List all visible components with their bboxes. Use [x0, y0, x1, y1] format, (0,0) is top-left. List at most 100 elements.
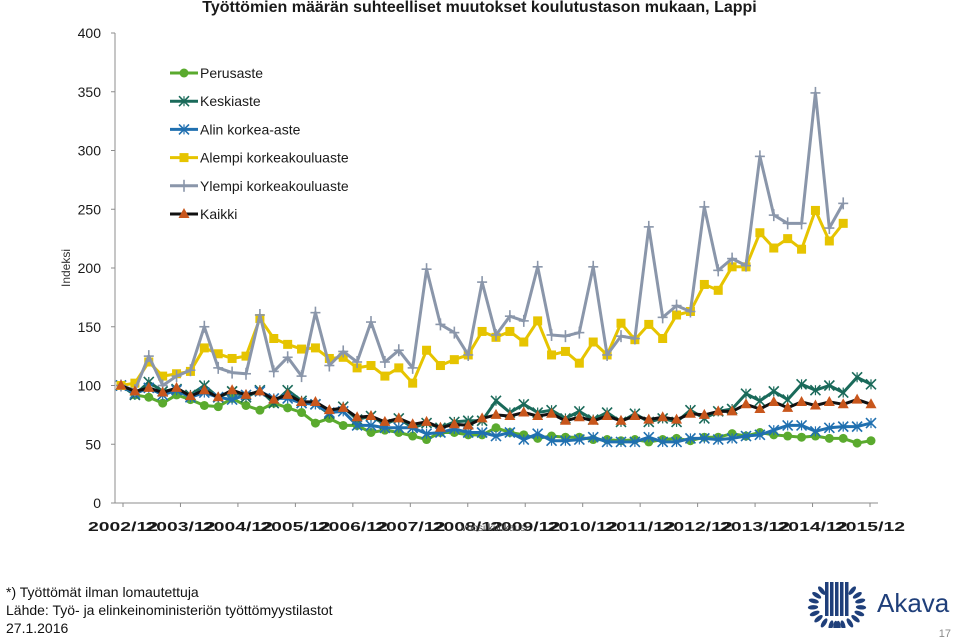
data-point: [685, 305, 696, 318]
data-point: [712, 405, 724, 416]
legend-label: Alempi korkeakouluaste: [200, 150, 349, 166]
data-point: [365, 410, 377, 421]
data-point: [435, 361, 445, 371]
data-point: [143, 350, 154, 363]
data-point: [657, 311, 668, 324]
data-point: [532, 260, 543, 273]
data-point: [366, 316, 376, 329]
x-tick-label: 2006/12: [318, 520, 388, 534]
data-point: [324, 359, 335, 372]
data-point: [713, 264, 724, 277]
data-point: [490, 430, 502, 442]
data-point: [448, 418, 460, 429]
data-point: [462, 419, 474, 430]
data-point: [754, 403, 766, 413]
data-point: [823, 379, 835, 392]
legend-label: Kaikki: [200, 206, 237, 222]
data-point: [296, 395, 308, 406]
data-point: [476, 412, 488, 423]
legend-item: Ylempi korkeakouluaste: [170, 178, 349, 194]
data-point: [296, 370, 307, 383]
data-point: [158, 398, 168, 408]
x-tick-label: 2010/12: [548, 520, 618, 534]
data-point: [797, 244, 807, 254]
legend-marker: [179, 68, 189, 78]
legend-marker: [178, 208, 190, 218]
data-point: [588, 337, 598, 347]
data-point: [213, 402, 223, 412]
data-point: [407, 418, 419, 429]
data-point: [573, 411, 585, 422]
x-tick-label: 2002/12: [88, 520, 158, 534]
data-point: [449, 355, 459, 365]
data-point: [352, 356, 363, 368]
data-point: [213, 349, 223, 359]
data-point: [490, 408, 502, 419]
data-point: [477, 326, 487, 336]
data-point: [254, 385, 266, 396]
data-point: [546, 407, 558, 418]
series-layer: [115, 86, 877, 448]
chart-title: Työttömien määrän suhteelliset muutokset…: [202, 0, 757, 16]
x-tick-label: 2014/12: [778, 520, 848, 534]
data-point: [851, 421, 863, 433]
series-6: [115, 379, 877, 432]
legend-marker: [178, 95, 190, 107]
data-point: [491, 423, 501, 433]
data-point: [574, 358, 584, 368]
y-tick-label: 100: [78, 378, 102, 394]
akava-logo: Akava: [803, 570, 955, 633]
data-point: [740, 430, 752, 442]
data-point: [463, 348, 474, 361]
data-point: [366, 361, 376, 371]
data-point: [795, 419, 808, 432]
data-point: [476, 426, 488, 439]
data-point: [268, 393, 280, 404]
data-point: [768, 209, 779, 222]
data-point: [755, 228, 765, 238]
data-point: [408, 378, 418, 388]
data-point: [158, 371, 168, 381]
legend-label: Alin korkea-aste: [200, 121, 301, 137]
x-tick-label: 2012/12: [663, 520, 733, 534]
y-tick-label: 50: [85, 436, 101, 452]
data-point: [408, 431, 418, 441]
data-point: [699, 279, 709, 289]
data-point: [421, 415, 433, 426]
legend-label: Perusaste: [200, 65, 263, 81]
data-point: [351, 419, 363, 432]
data-point: [587, 414, 599, 425]
data-point: [810, 205, 820, 215]
x-tick-label: 2011/12: [605, 520, 675, 534]
data-point: [671, 413, 683, 424]
data-point: [240, 388, 252, 399]
data-point: [573, 433, 585, 446]
data-point: [379, 415, 391, 426]
data-point: [810, 86, 821, 99]
data-point: [698, 432, 710, 444]
x-tick-label: 2003/12: [145, 520, 215, 534]
x-tick-label: 2008/12: [433, 520, 503, 534]
data-point: [144, 392, 154, 402]
data-point: [837, 421, 849, 433]
data-point: [198, 384, 210, 395]
data-point: [518, 406, 530, 417]
data-point: [698, 408, 710, 419]
data-point: [574, 326, 585, 339]
data-point: [796, 395, 808, 406]
data-point: [268, 365, 279, 378]
data-point: [519, 337, 529, 347]
data-point: [379, 356, 390, 368]
data-point: [310, 306, 321, 319]
data-point: [532, 428, 544, 440]
data-point: [865, 417, 877, 429]
data-point: [297, 344, 307, 354]
data-point: [643, 220, 654, 233]
data-point: [365, 419, 377, 432]
data-point: [546, 328, 557, 341]
x-tick-label: 2009/12: [490, 520, 560, 534]
data-point: [241, 351, 251, 361]
data-point: [545, 435, 558, 447]
data-point: [310, 343, 320, 353]
data-point: [588, 260, 599, 273]
